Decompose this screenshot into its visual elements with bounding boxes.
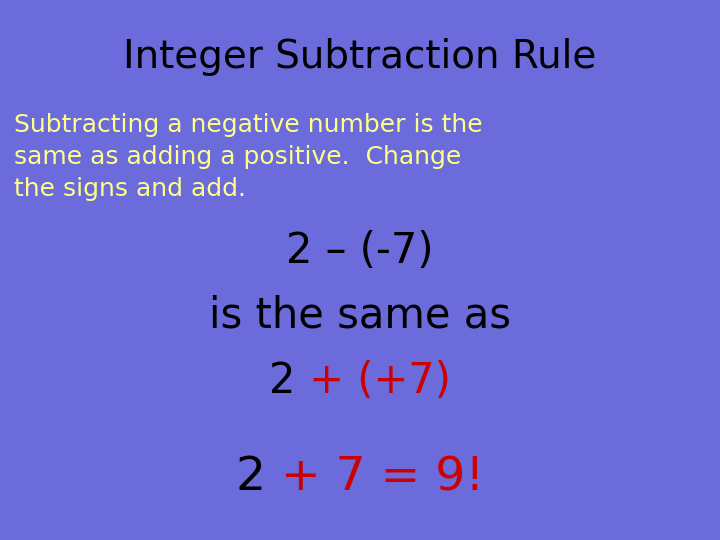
Text: + 7 = 9!: + 7 = 9! [266,455,484,501]
Text: + (+7): + (+7) [296,360,451,402]
Text: Integer Subtraction Rule: Integer Subtraction Rule [123,38,597,76]
Text: 2: 2 [236,455,266,501]
Text: 2 – (-7): 2 – (-7) [287,230,433,272]
Text: 2: 2 [269,360,296,402]
Text: Subtracting a negative number is the
same as adding a positive.  Change
the sign: Subtracting a negative number is the sam… [14,113,483,200]
Text: is the same as: is the same as [209,295,511,337]
